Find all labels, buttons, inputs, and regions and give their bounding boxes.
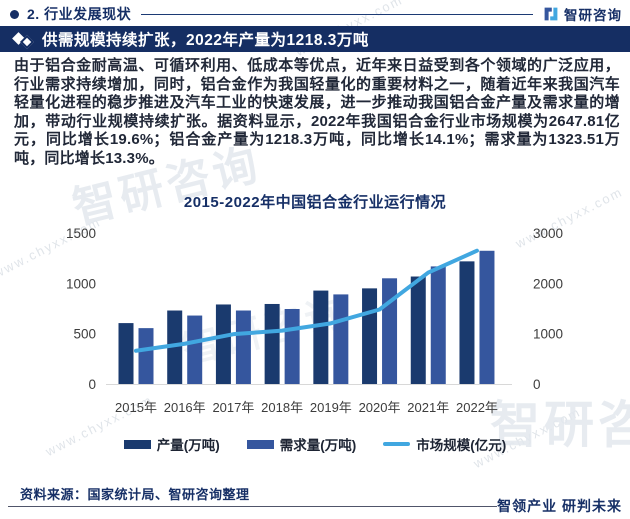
bar-production-2016年 <box>167 310 183 384</box>
bar-demand-2019年 <box>333 294 349 384</box>
bar-demand-2020年 <box>382 278 398 384</box>
diamond-icon <box>12 30 36 50</box>
left-axis-tick: 0 <box>88 377 96 392</box>
bar-production-2019年 <box>313 290 329 384</box>
chart-title: 2015-2022年中国铝合金行业运行情况 <box>183 194 447 211</box>
demand-swatch <box>246 439 274 449</box>
bar-production-2015年 <box>118 323 134 384</box>
bar-production-2017年 <box>215 304 231 384</box>
right-axis-tick: 2000 <box>533 276 563 291</box>
brand-slogan: 智领产业 研判未来 <box>497 498 622 514</box>
brand-lockup: 智研咨询 <box>543 4 622 24</box>
bar-demand-2015年 <box>138 328 154 384</box>
legend-label: 市场规模(亿元) <box>416 438 507 453</box>
legend-label: 需求量(万吨) <box>279 438 357 453</box>
market-size-line <box>134 248 479 353</box>
bar-demand-2021年 <box>430 266 446 384</box>
x-axis-label: 2019年 <box>310 400 352 415</box>
industry-chart: 0 500 1000 1500 0 1000 2000 3000 2015年 2016年 2017年… <box>66 226 563 415</box>
market-size-line-swatch <box>383 442 411 446</box>
x-axis-label: 2017年 <box>212 400 254 415</box>
source-note: 资料来源：国家统计局、智研咨询整理 <box>20 487 250 502</box>
header-divider <box>141 13 533 15</box>
left-axis-tick: 1500 <box>66 226 96 241</box>
headline-text: 供需规模持续扩张，2022年产量为1218.3万吨 <box>42 32 369 49</box>
legend-item-demand: 需求量(万吨) <box>246 434 357 454</box>
page-header: 2. 行业发展现状 智研咨询 <box>10 5 622 23</box>
x-axis-label: 2015年 <box>115 400 157 415</box>
x-axis-label: 2016年 <box>164 400 206 415</box>
left-axis-tick: 500 <box>73 327 96 342</box>
bar-production-2021年 <box>410 276 426 384</box>
right-axis-tick: 0 <box>533 377 541 392</box>
production-swatch <box>123 439 151 449</box>
section-title: 2. 行业发展现状 <box>27 6 132 22</box>
bar-production-2018年 <box>264 303 280 384</box>
bar-demand-2022年 <box>479 250 495 384</box>
bar-production-2020年 <box>362 288 378 384</box>
bar-production-2022年 <box>459 261 475 384</box>
right-axis-tick: 3000 <box>533 226 563 241</box>
legend-item-production: 产量(万吨) <box>123 434 220 454</box>
x-axis-label: 2020年 <box>359 400 401 415</box>
brand-name: 智研咨询 <box>564 8 622 23</box>
headline-banner: 供需规模持续扩张，2022年产量为1218.3万吨 <box>0 26 630 52</box>
x-axis-label: 2018年 <box>261 400 303 415</box>
left-axis-tick: 1000 <box>66 276 96 291</box>
x-axis-label: 2021年 <box>407 400 449 415</box>
bar-demand-2018年 <box>284 309 300 384</box>
x-axis-label: 2022年 <box>456 400 498 415</box>
legend-item-market-size: 市场规模(亿元) <box>383 434 506 454</box>
bullet-icon <box>10 9 19 19</box>
bar-demand-2017年 <box>235 310 251 384</box>
zhiyan-logo-icon <box>544 7 558 21</box>
legend-label: 产量(万吨) <box>156 438 220 453</box>
bar-demand-2016年 <box>187 315 203 384</box>
chart-legend: 产量(万吨) 需求量(万吨) 市场规模(亿元) <box>0 434 630 454</box>
footer-divider <box>8 506 497 507</box>
right-axis-tick: 1000 <box>533 327 563 342</box>
body-paragraph: 由于铝合金耐高温、可循环利用、低成本等优点，近年来日益受到各个领域的广泛应用，行… <box>14 57 620 167</box>
